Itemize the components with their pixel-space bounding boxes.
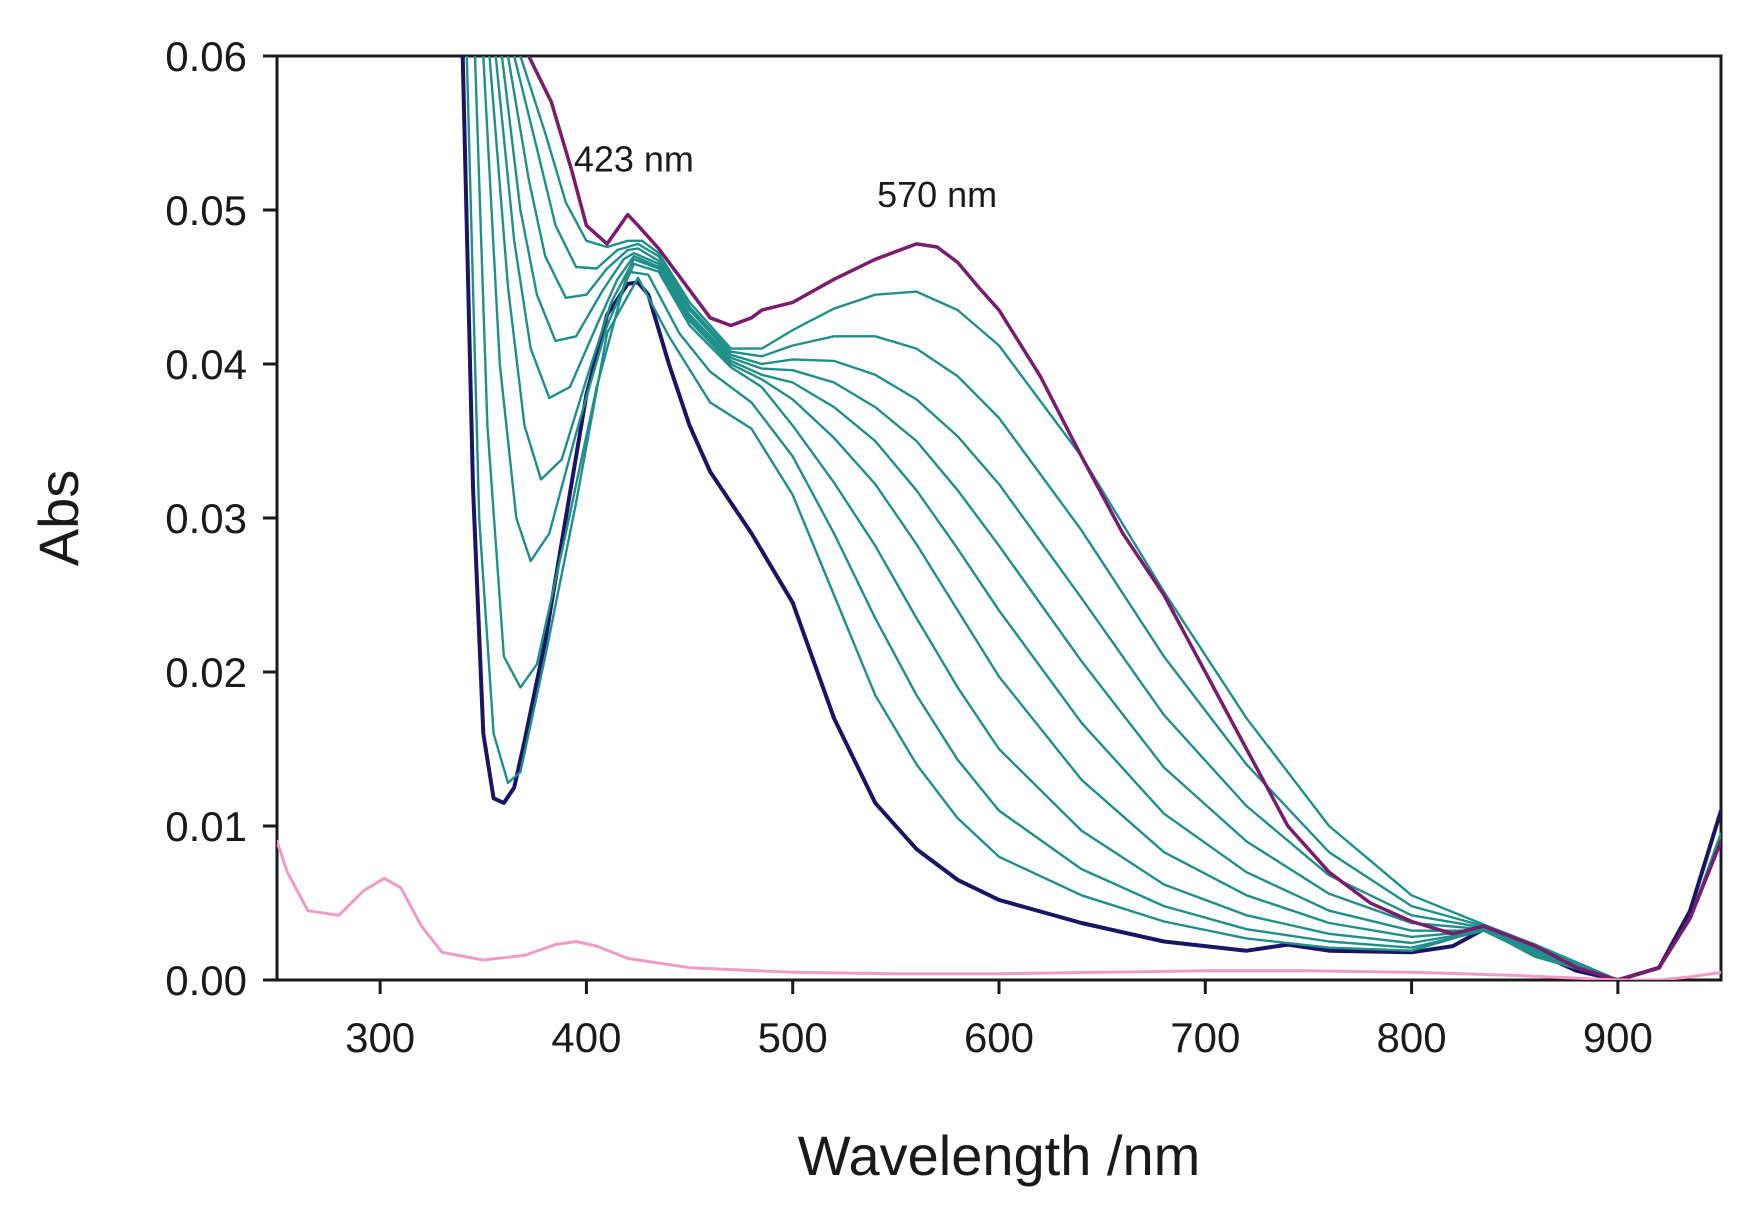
y-axis-title: Abs <box>27 470 90 567</box>
x-tick-label: 400 <box>551 1014 621 1061</box>
series-line-intermediate-1 <box>465 56 1721 980</box>
series-line-intermediate-3 <box>482 56 1721 980</box>
x-tick-label: 900 <box>1583 1014 1653 1061</box>
series-line-intermediate-6 <box>500 56 1721 980</box>
series-line-intermediate-8 <box>513 56 1721 980</box>
x-tick-label: 500 <box>758 1014 828 1061</box>
x-axis-title: Wavelength /nm <box>798 1124 1201 1187</box>
x-tick-label: 800 <box>1377 1014 1447 1061</box>
series-line-intermediate-9 <box>519 56 1721 980</box>
x-tick-label: 700 <box>1170 1014 1240 1061</box>
y-tick-label: 0.06 <box>165 33 247 80</box>
x-tick-label: 300 <box>345 1014 415 1061</box>
peak-annotation: 570 nm <box>877 174 997 215</box>
series-line-intermediate-5 <box>494 56 1721 980</box>
y-axis: 0.00 0.01 0.02 0.03 0.04 0.05 0.06 <box>165 33 277 1004</box>
annotation-layer: 423 nm 570 nm <box>574 139 997 215</box>
series-line-initial <box>460 56 1721 980</box>
peak-annotation: 423 nm <box>574 139 694 180</box>
y-tick-label: 0.05 <box>165 187 247 234</box>
x-axis: 300 400 500 600 700 800 900 <box>345 980 1653 1061</box>
series-line-reference <box>277 839 1721 980</box>
y-tick-label: 0.04 <box>165 341 247 388</box>
series-line-intermediate-4 <box>488 56 1721 980</box>
y-tick-label: 0.02 <box>165 649 247 696</box>
series-line-final <box>526 56 1721 980</box>
series-layer <box>277 56 1721 980</box>
y-tick-label: 0.03 <box>165 495 247 542</box>
y-tick-label: 0.00 <box>165 957 247 1004</box>
x-tick-label: 600 <box>964 1014 1034 1061</box>
y-tick-label: 0.01 <box>165 803 247 850</box>
